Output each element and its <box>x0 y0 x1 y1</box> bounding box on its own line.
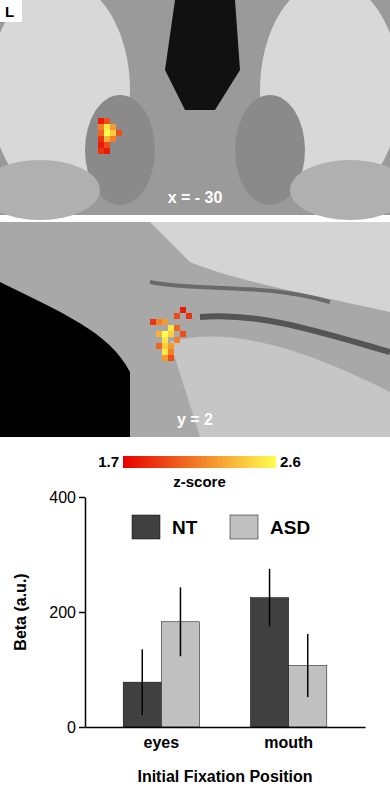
legend: NT ASD <box>132 515 310 539</box>
activation-voxel <box>174 325 180 331</box>
slice-label: y = 2 <box>177 411 213 428</box>
activation-voxel <box>110 124 116 130</box>
activation-voxel <box>168 355 174 361</box>
x-axis: eyes mouth <box>86 727 366 751</box>
corner-label-bg <box>0 0 22 22</box>
colorbar-tick-label: 1.7 <box>98 453 119 470</box>
activation-voxel <box>162 343 168 349</box>
activation-voxel <box>98 136 104 142</box>
activation-voxel <box>180 307 186 313</box>
temporal-lobe <box>290 160 390 220</box>
y-tick: 200 <box>49 604 85 621</box>
x-axis-line <box>86 727 366 729</box>
temporal-lobe <box>0 160 100 220</box>
activation-voxel <box>104 148 110 154</box>
activation-voxel <box>98 142 104 148</box>
activation-voxel <box>168 325 174 331</box>
y-tick-mark <box>79 497 85 499</box>
activation-voxel <box>162 319 168 325</box>
activation-voxel <box>150 319 156 325</box>
x-tick: eyes <box>144 727 180 751</box>
activation-voxel <box>98 130 104 136</box>
y-axis-title: Beta (a.u.) <box>12 573 29 650</box>
activation-voxel <box>104 136 110 142</box>
activation-voxel <box>110 136 116 142</box>
x-tick: mouth <box>264 727 313 751</box>
temporal-lobe <box>170 337 390 437</box>
activation-voxel <box>174 313 180 319</box>
colorbar-label: z-score <box>173 473 226 490</box>
activation-voxel <box>104 118 110 124</box>
activation-voxel <box>98 118 104 124</box>
activation-voxel <box>186 313 192 319</box>
activation-voxel <box>162 349 168 355</box>
bars <box>123 569 327 727</box>
activation-voxel <box>168 343 174 349</box>
activation-voxel <box>98 124 104 130</box>
colorbar-tick-label: 2.6 <box>280 453 301 470</box>
activation-voxel <box>162 337 168 343</box>
x-tick-label: eyes <box>144 734 180 751</box>
corner-label: L <box>5 3 14 20</box>
error-bar <box>180 587 182 656</box>
activation-voxel <box>110 130 116 136</box>
ventricle <box>165 0 240 110</box>
colorbar-gradient <box>123 456 276 468</box>
activation-voxel <box>156 343 162 349</box>
legend-label: ASD <box>270 517 310 538</box>
activation-voxel <box>174 337 180 343</box>
activation-voxel <box>168 331 174 337</box>
sulcus <box>150 282 330 302</box>
activation-voxel <box>104 142 110 148</box>
brain-tissue <box>0 222 390 437</box>
activation-voxel <box>98 148 104 154</box>
legend-label: NT <box>172 517 198 538</box>
brain-panel-coronal: Lx = - 30 <box>0 0 390 220</box>
brain-panel-sagittal: y = 2 <box>0 222 390 437</box>
bar-chart: 0 200 400 eyes mouth Initial Fixation Positio… <box>12 489 366 785</box>
error-bar <box>307 634 309 697</box>
y-tick: 400 <box>49 489 85 506</box>
y-tick-mark <box>79 612 85 614</box>
activation-voxel <box>116 130 122 136</box>
sulcus <box>200 316 390 352</box>
activation-voxel <box>162 331 168 337</box>
activation-voxel <box>104 130 110 136</box>
y-tick-label: 0 <box>67 719 76 736</box>
background-region <box>0 282 130 437</box>
activation-voxel <box>162 355 168 361</box>
panel-background <box>0 222 390 437</box>
y-tick-mark <box>79 727 85 729</box>
activation-voxel <box>104 124 110 130</box>
x-axis-title: Initial Fixation Position <box>137 768 312 785</box>
colorbar: 1.7 2.6 z-score <box>98 453 301 490</box>
white-matter <box>150 222 390 312</box>
slice-label: x = - 30 <box>168 189 223 206</box>
activation-voxel <box>180 331 186 337</box>
legend-swatch <box>132 515 160 539</box>
y-tick-label: 200 <box>49 604 76 621</box>
activation-voxel <box>156 331 162 337</box>
y-tick: 0 <box>67 719 85 736</box>
y-axis: 0 200 400 <box>49 489 85 736</box>
error-bar <box>269 569 271 627</box>
activation-voxel <box>168 349 174 355</box>
activation-voxel <box>156 319 162 325</box>
x-tick-label: mouth <box>264 734 313 751</box>
y-tick-label: 400 <box>49 489 76 506</box>
error-bar <box>142 649 144 715</box>
legend-swatch <box>230 515 258 539</box>
